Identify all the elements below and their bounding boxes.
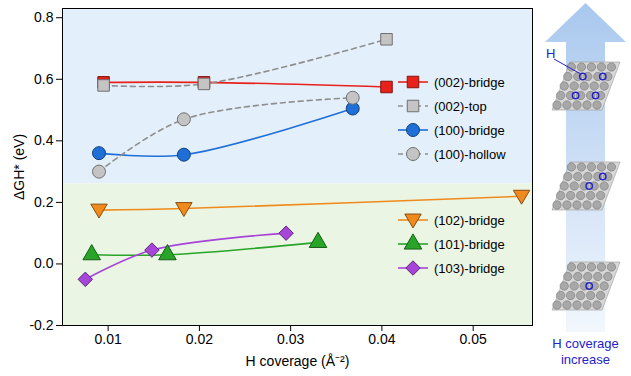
- svg-text:0.03: 0.03: [277, 331, 304, 347]
- svg-text:0.2: 0.2: [34, 194, 54, 210]
- svg-text:increase: increase: [561, 352, 610, 367]
- svg-text:ΔGH* (eV): ΔGH* (eV): [11, 134, 27, 200]
- svg-text:0.6: 0.6: [34, 71, 54, 87]
- svg-text:H coverage: H coverage: [552, 336, 618, 351]
- svg-text:0.02: 0.02: [186, 331, 213, 347]
- svg-text:(102)-bridge: (102)-bridge: [434, 213, 505, 228]
- svg-text:(103)-bridge: (103)-bridge: [434, 261, 505, 276]
- svg-text:(100)-hollow: (100)-hollow: [434, 147, 506, 162]
- svg-text:0.8: 0.8: [34, 9, 54, 25]
- svg-text:H coverage (Å⁻²): H coverage (Å⁻²): [246, 353, 350, 369]
- svg-text:0.4: 0.4: [34, 132, 54, 148]
- svg-text:0.0: 0.0: [34, 255, 54, 271]
- svg-text:(101)-bridge: (101)-bridge: [434, 237, 505, 252]
- svg-text:0.01: 0.01: [95, 331, 122, 347]
- svg-text:-0.2: -0.2: [29, 317, 53, 333]
- svg-text:(002)-top: (002)-top: [434, 99, 487, 114]
- svg-text:(100)-bridge: (100)-bridge: [434, 123, 505, 138]
- svg-text:H: H: [546, 46, 555, 61]
- svg-text:(002)-bridge: (002)-bridge: [434, 75, 505, 90]
- svg-text:0.05: 0.05: [460, 331, 487, 347]
- svg-text:0.04: 0.04: [368, 331, 395, 347]
